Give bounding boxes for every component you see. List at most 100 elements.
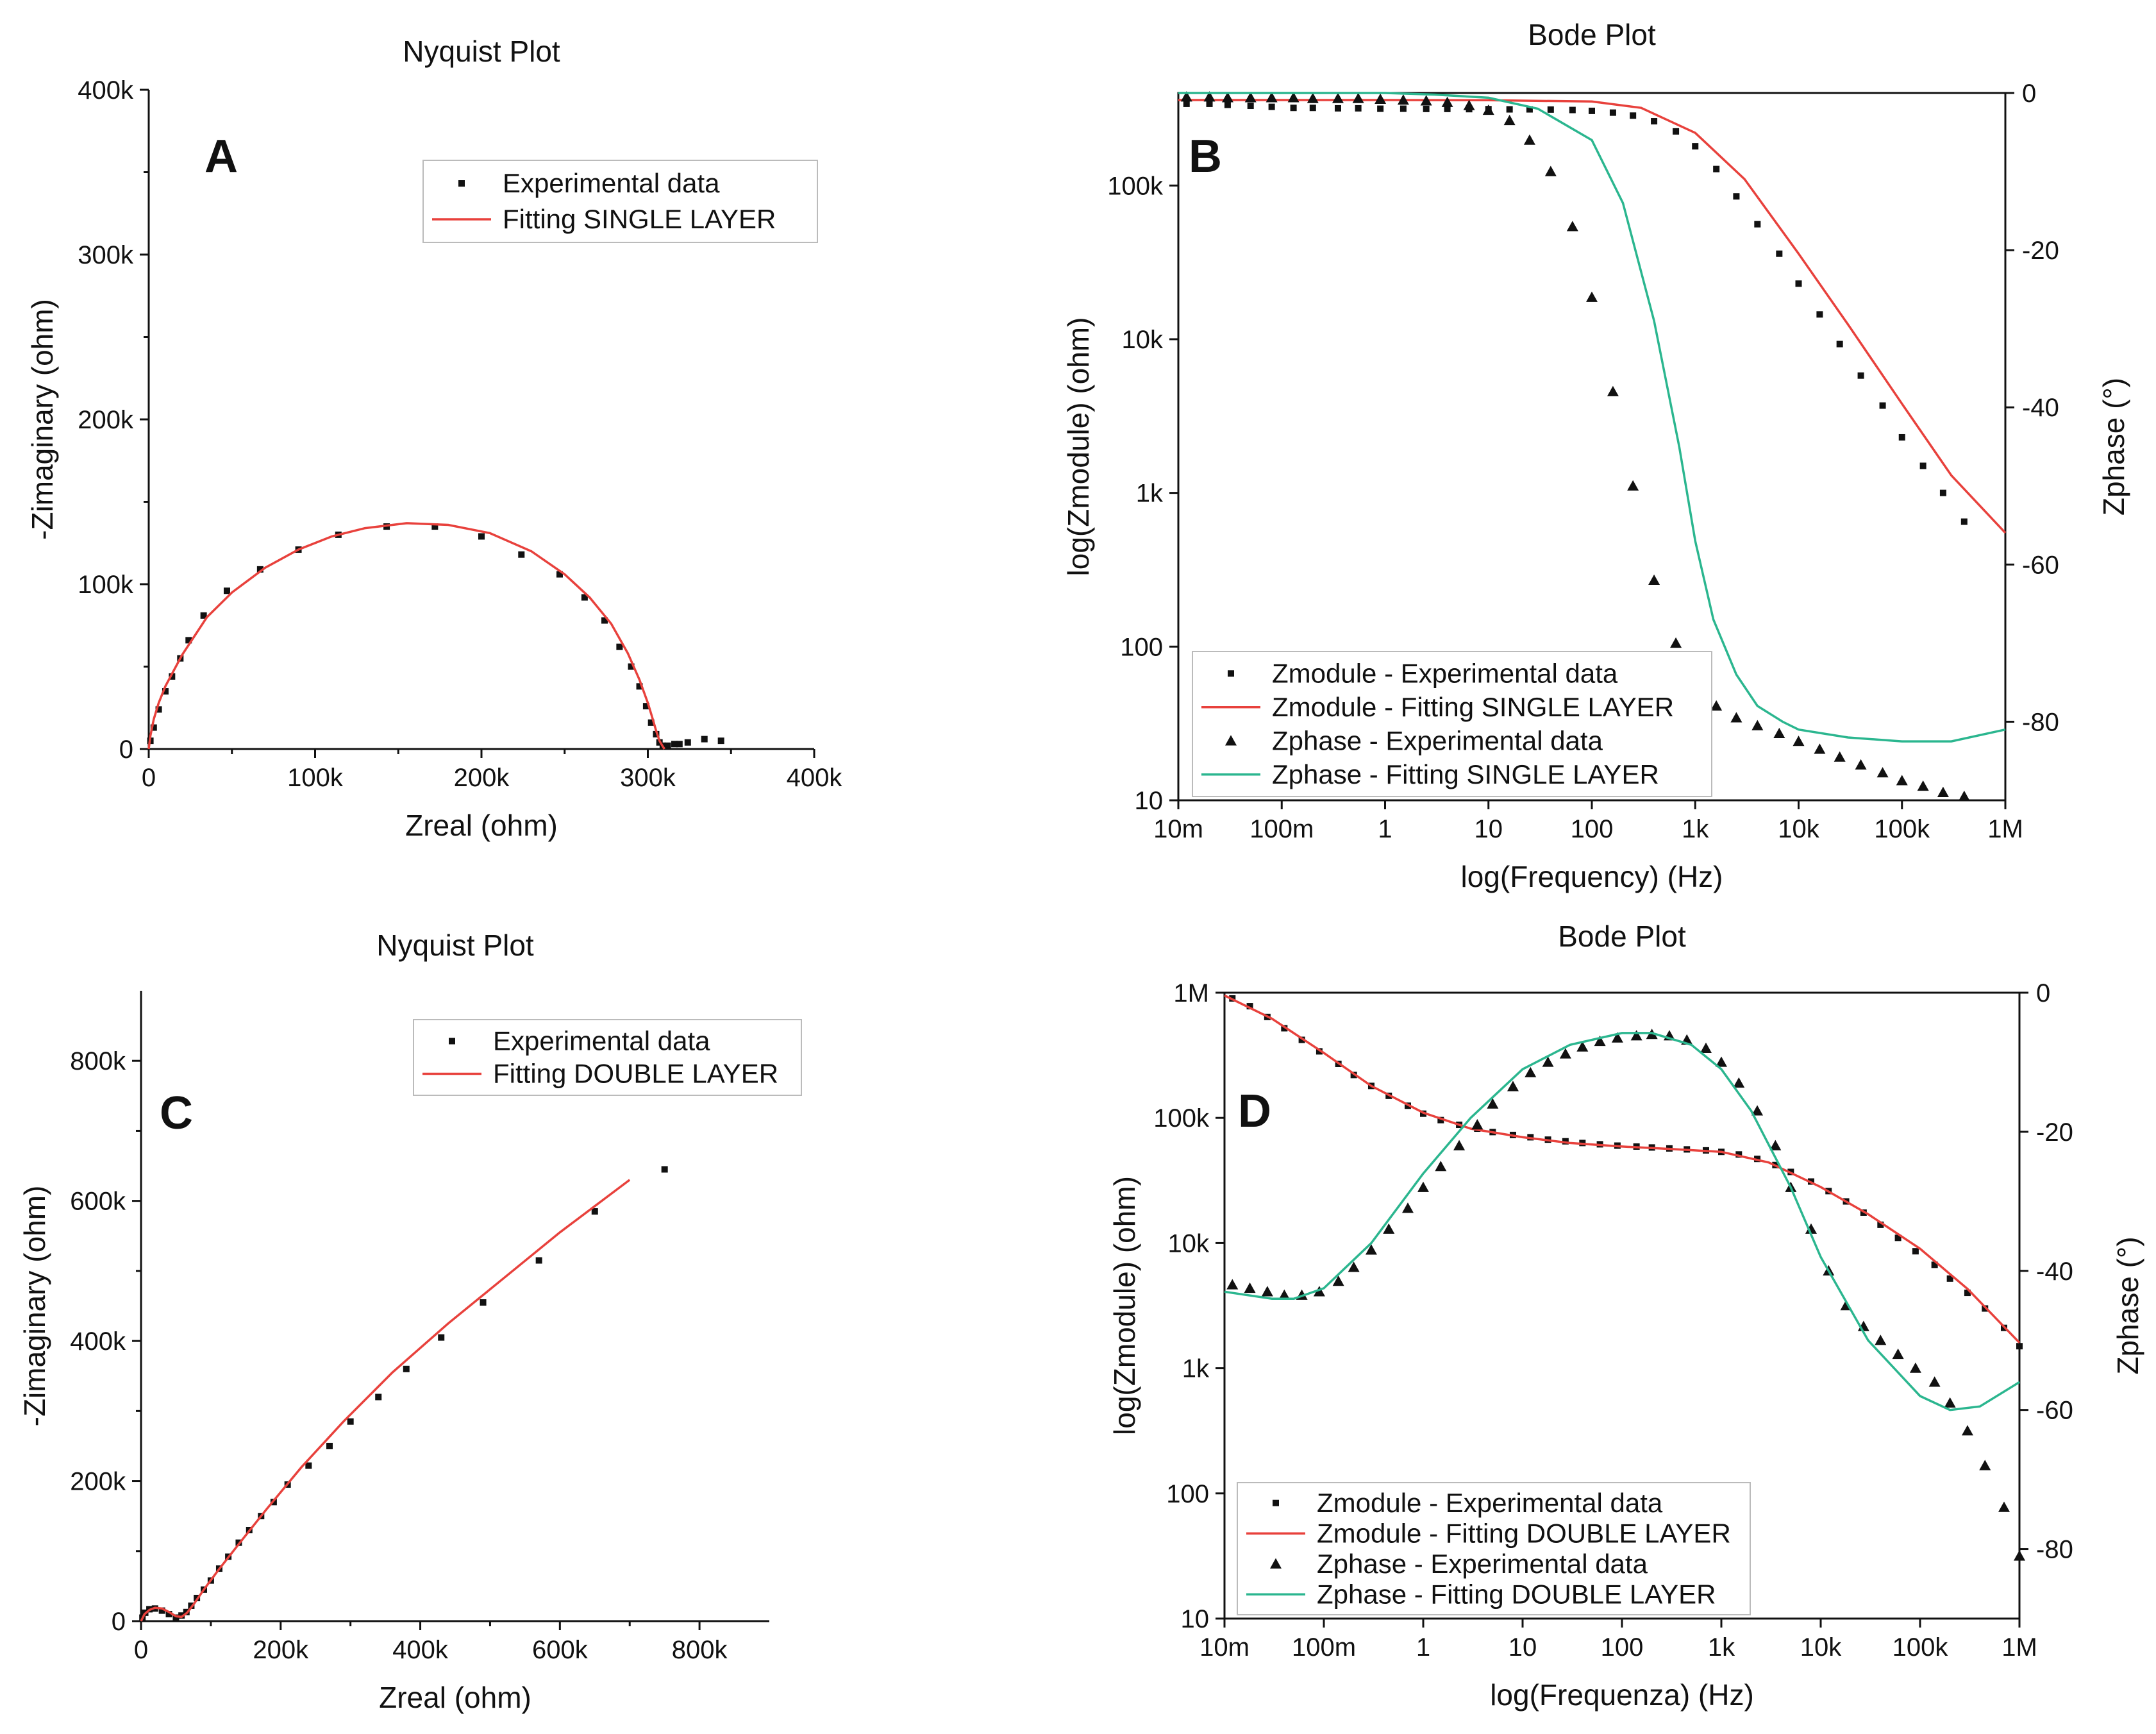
y2-tick-label: -80 [2022,708,2059,736]
data-point [1651,118,1658,125]
data-point [158,1607,165,1614]
data-point [1630,112,1637,119]
data-point [1919,462,1926,469]
fit-line [140,1179,631,1622]
legend-box [1192,651,1712,797]
x-tick-label: 10 [1475,815,1503,843]
x-tick-label: 600k [532,1636,589,1664]
data-point [155,706,162,713]
y-tick-label: 10k [1122,326,1164,354]
data-point [601,617,608,624]
y2-tick-label: 0 [2022,80,2036,108]
x-tick-label: 300k [620,764,676,792]
data-point [1203,91,1216,102]
data-point [1912,1248,1919,1255]
y-axis-label: log(Zmodule) (ohm) [1062,317,1095,577]
x-tick-label: 100k [1893,1633,1949,1662]
data-point [1805,1223,1817,1234]
y2-tick-label: -20 [2022,237,2059,265]
data-point [1648,574,1660,585]
data-point [1206,100,1213,107]
data-point [518,551,525,558]
x-tick-label: 100m [1249,815,1314,843]
data-point [1876,767,1889,778]
data-point [478,533,485,540]
data-point [1224,101,1231,108]
data-point [1814,743,1826,754]
data-point [1730,712,1742,723]
data-point [1931,1261,1938,1268]
data-point [403,1365,410,1372]
data-point [636,683,643,690]
y2-tick-label: -60 [2022,551,2059,579]
legend-entry: Zphase - Fitting DOUBLE LAYER [1317,1579,1716,1609]
data-point [1383,1223,1395,1234]
data-point [1221,92,1233,103]
x-tick-label: 400k [787,764,843,792]
data-point [1909,1362,1921,1373]
data-point [535,1257,542,1264]
x-axis-label: Zreal (ohm) [379,1681,531,1714]
series-1 [1224,994,2021,1344]
y2-tick-label: -60 [2036,1397,2073,1425]
data-point [1423,105,1430,112]
data-point [1562,1138,1569,1145]
data-point [1525,1066,1537,1077]
data-point [648,719,655,726]
data-point [1795,280,1802,287]
data-point [1559,1048,1571,1059]
data-point [556,571,563,578]
y2-tick-label: 0 [2036,979,2050,1007]
data-point [480,1299,487,1306]
data-point [1836,341,1843,348]
data-point [347,1418,354,1425]
y-tick-label: 1M [1173,979,1209,1007]
data-point [1892,1348,1904,1359]
data-point [1735,1151,1742,1158]
data-point [1939,489,1946,496]
x-tick-label: 10m [1153,815,1203,843]
legend-box [1237,1482,1751,1615]
legend-marker-key [449,1038,455,1045]
data-point [1894,1234,1901,1242]
data-point [1507,1081,1519,1091]
data-point [1710,700,1723,711]
fit-line [1224,994,2021,1344]
data-point [162,688,169,695]
data-point [1673,128,1680,135]
data-point [438,1334,445,1341]
data-point [150,724,157,731]
x-tick-label: 1k [1682,815,1709,843]
series-1 [1178,99,2007,534]
data-point [1506,106,1513,113]
data-point [616,643,623,650]
data-point [1268,103,1275,110]
data-point [1435,1161,1447,1172]
data-point [1332,92,1344,103]
y-tick-label: 200k [70,1468,126,1496]
data-point [1246,1003,1253,1010]
data-point [1569,106,1576,114]
data-point [1855,759,1867,770]
data-point [1877,1221,1884,1228]
legend-entry: Zphase - Experimental data [1317,1549,1648,1579]
data-point [1463,99,1475,110]
panel-label: C [160,1088,193,1139]
data-point [1792,736,1805,746]
data-point [1444,105,1451,112]
x-tick-label: 10k [1800,1633,1842,1662]
legend: Experimental data Fitting SINGLE LAYER [422,160,818,243]
data-point [1352,92,1364,103]
y-tick-label: 400k [78,76,134,105]
data-point [1834,751,1846,762]
data-point [1857,372,1864,379]
y-tick-label: 100k [78,571,134,599]
data-point [1307,92,1319,103]
chart-title: Nyquist Plot [376,929,534,962]
fit-line [1224,1032,2020,1411]
y-tick-label: 10 [1181,1605,1210,1633]
legend-marker-key [1273,1499,1279,1506]
legend-entry: Zmodule - Experimental data [1317,1488,1663,1518]
